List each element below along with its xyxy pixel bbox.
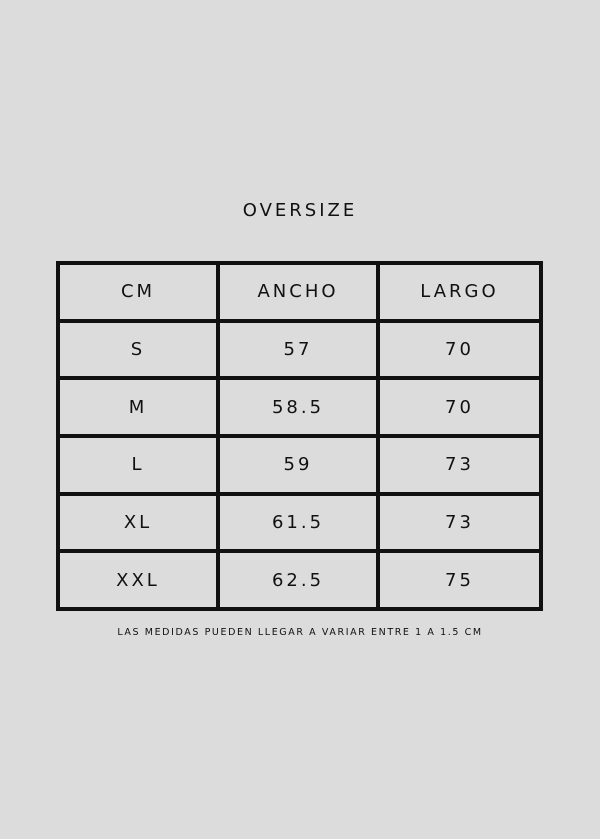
ancho-cell: 58.5: [216, 376, 380, 438]
table-row: L 59 73: [56, 433, 543, 496]
size-cell: L: [56, 433, 220, 496]
size-cell: XXL: [56, 549, 220, 611]
ancho-cell: 59: [216, 433, 380, 496]
table-row: XXL 62.5 75: [56, 549, 543, 611]
ancho-cell: 62.5: [216, 549, 380, 611]
header-cell: ANCHO: [216, 261, 380, 323]
ancho-cell: 57: [216, 318, 380, 381]
largo-cell: 75: [376, 549, 543, 611]
table-header-row: CM ANCHO LARGO: [56, 261, 543, 323]
size-cell: M: [56, 376, 220, 438]
table-row: M 58.5 70: [56, 376, 543, 438]
measurement-note: LAS MEDIDAS PUEDEN LLEGAR A VARIAR ENTRE…: [117, 627, 483, 638]
largo-cell: 70: [376, 318, 543, 381]
ancho-cell: 61.5: [216, 491, 380, 554]
largo-cell: 73: [376, 491, 543, 554]
header-cell: CM: [56, 261, 220, 323]
size-cell: S: [56, 318, 220, 381]
size-cell: XL: [56, 491, 220, 554]
table-row: XL 61.5 73: [56, 491, 543, 554]
size-table: CM ANCHO LARGO S 57 70 M 58.5 70 L 59 73…: [56, 261, 543, 611]
page-title: OVERSIZE: [242, 200, 358, 221]
header-cell: LARGO: [376, 261, 543, 323]
table-row: S 57 70: [56, 318, 543, 381]
largo-cell: 70: [376, 376, 543, 438]
largo-cell: 73: [376, 433, 543, 496]
